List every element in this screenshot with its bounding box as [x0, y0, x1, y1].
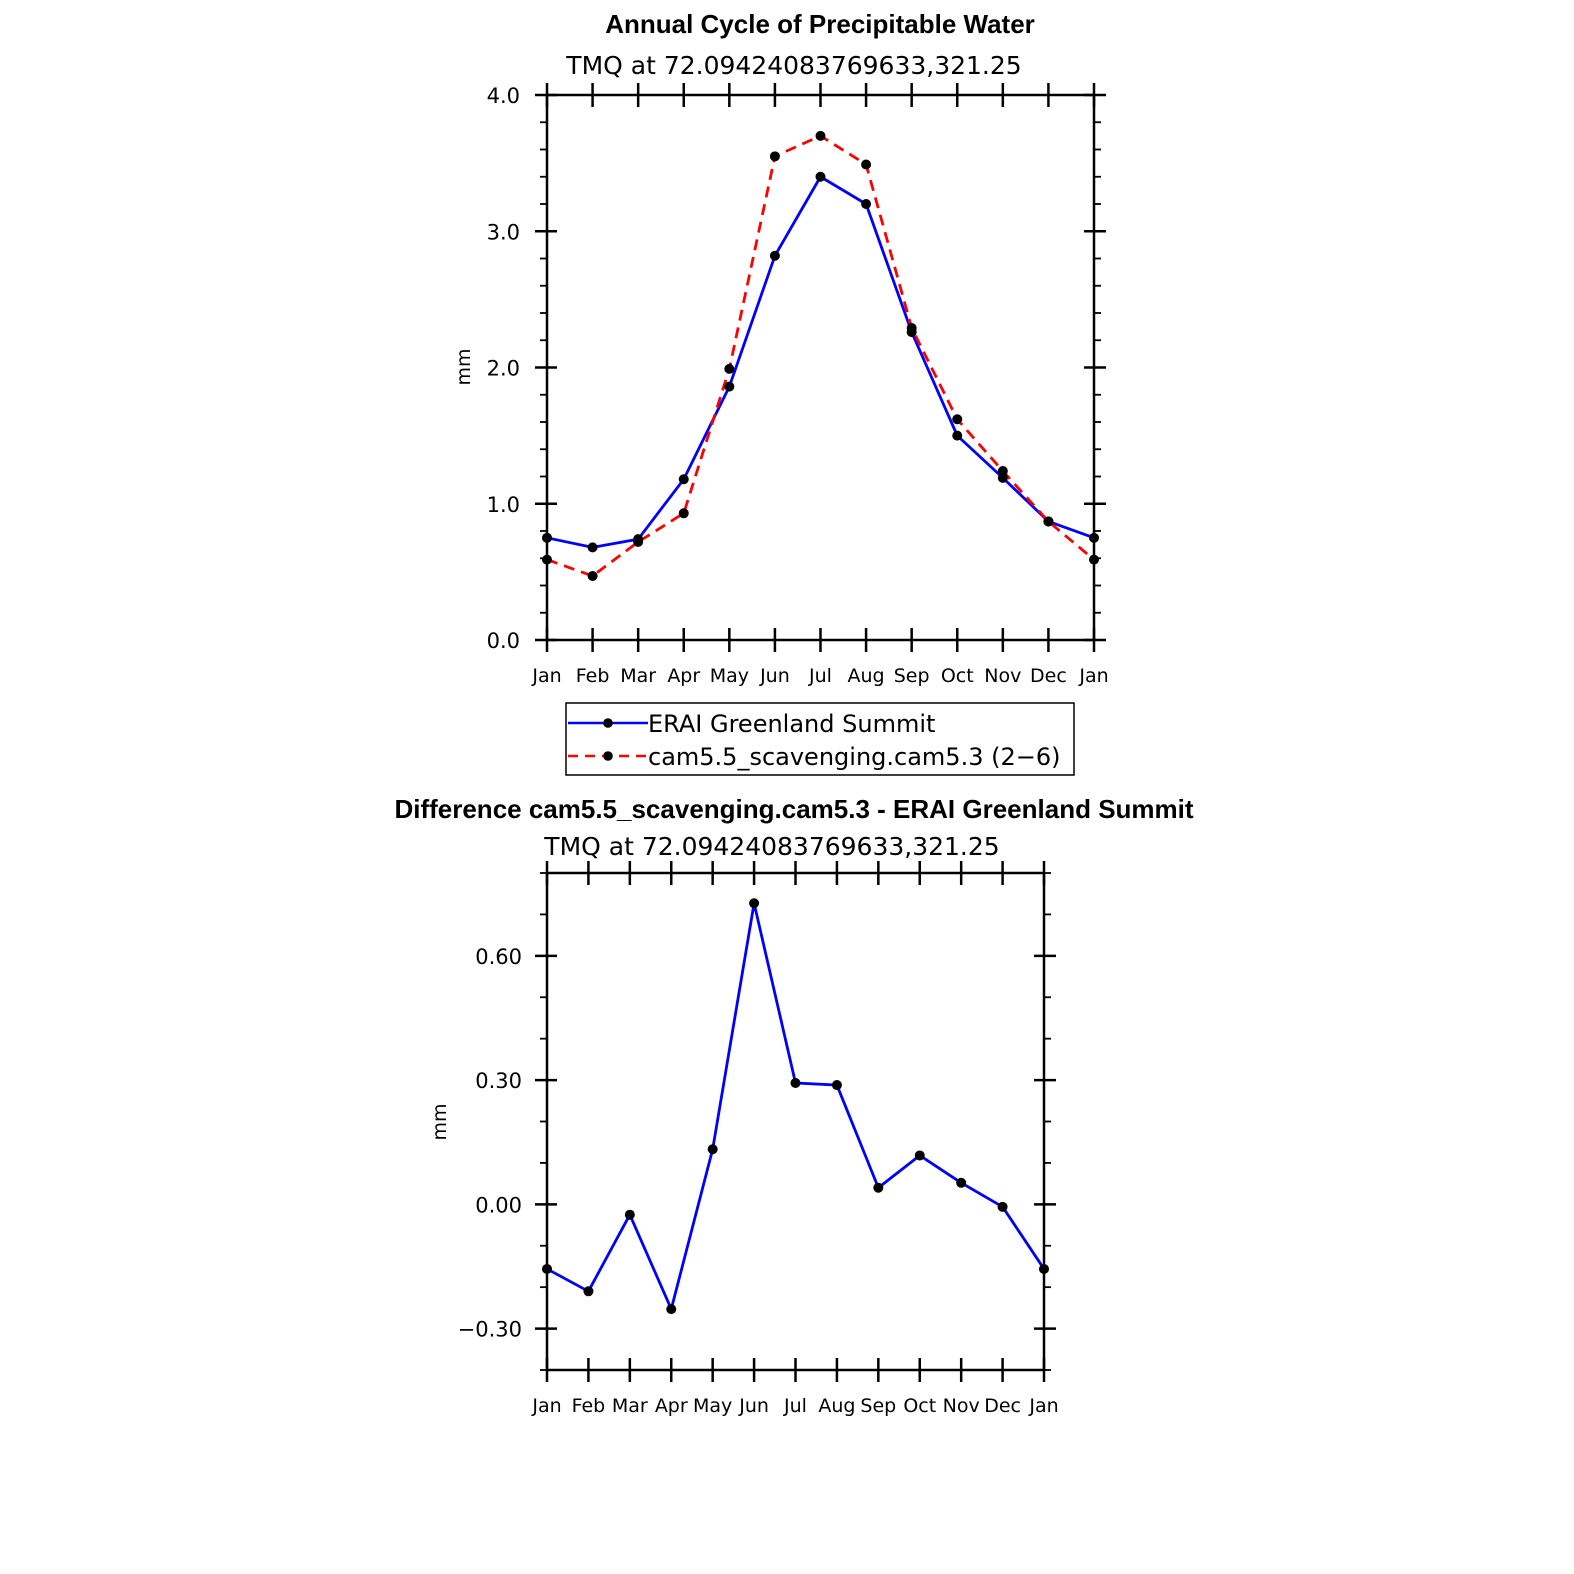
- data-point: [678, 474, 689, 485]
- x-tick-label: Jul: [808, 665, 832, 687]
- data-point: [624, 1209, 635, 1220]
- y-tick-label: 0.60: [475, 945, 522, 969]
- data-point: [724, 381, 735, 392]
- data-point: [815, 171, 826, 182]
- annual-cycle-chart: Annual Cycle of Precipitable Water TMQ a…: [453, 9, 1109, 776]
- x-tick-label: Nov: [943, 1395, 980, 1417]
- y-tick-label: 0.30: [475, 1069, 522, 1093]
- data-point: [542, 1263, 552, 1274]
- data-point: [769, 151, 780, 162]
- x-tick-label: Oct: [941, 665, 974, 687]
- plot-area: Jan Feb Mar Apr May Jun Jul Aug Sep Oct Nov Dec Jan −…: [458, 861, 1059, 1417]
- x-tick-label: Jan: [1028, 1395, 1058, 1417]
- data-point: [749, 898, 760, 909]
- x-tick-label: Sep: [860, 1395, 896, 1417]
- x-tick-label: Feb: [576, 665, 610, 687]
- data-point: [542, 532, 552, 543]
- difference-chart: Difference cam5.5_scavenging.cam5.3 - ER…: [394, 794, 1193, 1417]
- data-point: [815, 130, 826, 141]
- x-tick-label: Dec: [984, 1395, 1021, 1417]
- data-point: [587, 570, 598, 581]
- x-tick-label: Aug: [818, 1395, 855, 1417]
- data-point: [1089, 554, 1099, 565]
- data-point: [790, 1077, 801, 1088]
- legend-label-cam: cam5.5_scavenging.cam5.3 (2−6): [648, 743, 1060, 771]
- data-point: [997, 1201, 1008, 1212]
- data-point: [914, 1150, 925, 1161]
- y-tick-label: 0.0: [487, 629, 520, 653]
- data-point: [769, 250, 780, 261]
- data-point: [666, 1304, 677, 1315]
- data-point: [956, 1177, 967, 1188]
- data-point: [861, 199, 872, 209]
- chart-title: Difference cam5.5_scavenging.cam5.3 - ER…: [394, 794, 1193, 824]
- plot-frame: [545, 871, 1046, 1372]
- y-tick-label: 0.00: [475, 1193, 522, 1217]
- x-tick-label: Jan: [531, 665, 561, 687]
- x-tick-label: May: [710, 665, 749, 687]
- data-point: [873, 1182, 884, 1193]
- data-point: [952, 414, 963, 425]
- x-tick-label: Jan: [1078, 665, 1108, 687]
- data-point: [997, 466, 1008, 477]
- x-tick-label: Mar: [612, 1395, 648, 1417]
- x-tick-label: Oct: [903, 1395, 936, 1417]
- legend: ERAI Greenland Summit cam5.5_scavenging.…: [565, 702, 1075, 776]
- data-point: [1043, 516, 1054, 527]
- series-line-0: [546, 901, 1046, 1311]
- data-point: [542, 554, 552, 565]
- x-tick-label: Apr: [667, 665, 700, 687]
- legend-label-erai: ERAI Greenland Summit: [648, 710, 935, 738]
- data-point: [707, 1144, 718, 1155]
- legend-marker-cam: [603, 751, 613, 761]
- x-tick-label: Feb: [572, 1395, 606, 1417]
- y-tick-label: 3.0: [487, 220, 520, 244]
- data-point: [583, 1286, 594, 1297]
- legend-marker-erai: [603, 718, 613, 728]
- series-line-0: [546, 175, 1095, 549]
- data-point: [906, 322, 917, 333]
- x-tick-label: Nov: [984, 665, 1021, 687]
- plot-area: Jan Feb Mar Apr May Jun Jul Aug Sep Oct Nov Dec Jan 0…: [487, 83, 1109, 687]
- x-tick-label: Jan: [531, 1395, 561, 1417]
- chart-title: Annual Cycle of Precipitable Water: [605, 9, 1035, 39]
- data-point: [1089, 532, 1099, 543]
- data-point: [861, 159, 872, 170]
- data-point: [678, 508, 689, 519]
- x-tick-label: Dec: [1030, 665, 1067, 687]
- data-point: [633, 536, 644, 547]
- data-point: [724, 363, 735, 374]
- x-tick-label: Jun: [759, 665, 790, 687]
- y-axis-label: mm: [453, 348, 475, 385]
- y-tick-label: 4.0: [487, 84, 520, 108]
- data-point: [952, 430, 963, 441]
- x-tick-label: Mar: [620, 665, 656, 687]
- data-point: [1039, 1263, 1049, 1274]
- x-tick-label: Sep: [894, 665, 930, 687]
- x-tick-label: May: [693, 1395, 732, 1417]
- y-tick-label: −0.30: [458, 1318, 522, 1342]
- x-tick-label: Jun: [738, 1395, 769, 1417]
- y-axis-label: mm: [429, 1103, 451, 1140]
- data-point: [587, 542, 598, 553]
- series-line-1: [546, 134, 1095, 578]
- y-tick-label: 1.0: [487, 493, 520, 517]
- x-tick-label: Apr: [655, 1395, 688, 1417]
- data-point: [831, 1080, 842, 1091]
- legend-box: [565, 702, 1075, 776]
- x-tick-label: Jul: [783, 1395, 807, 1417]
- chart-subtitle: TMQ at 72.09424083769633,321.25: [543, 832, 999, 861]
- chart-subtitle: TMQ at 72.09424083769633,321.25: [565, 51, 1021, 80]
- x-tick-label: Aug: [848, 665, 885, 687]
- y-tick-label: 2.0: [487, 357, 520, 381]
